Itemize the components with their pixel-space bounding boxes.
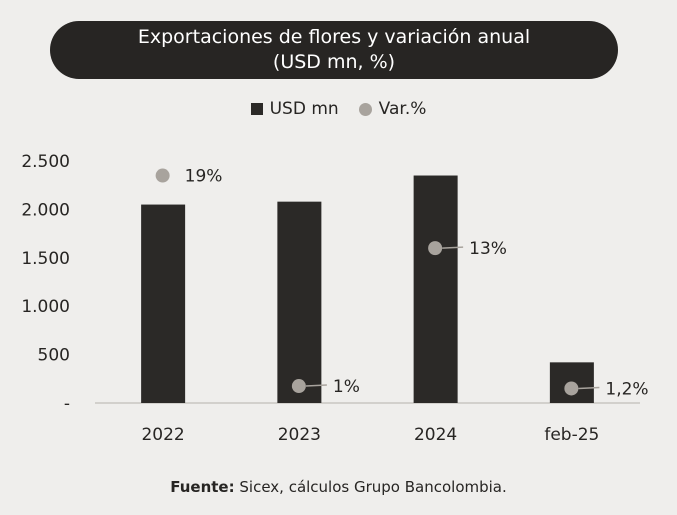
var-data-label: 1,2%: [605, 379, 648, 399]
var-leader-line: [578, 386, 600, 390]
source-label: Fuente:: [170, 478, 235, 496]
var-point-2023: [291, 379, 306, 394]
y-tick-label: 1.500: [21, 249, 70, 269]
var-data-label: 13%: [469, 239, 507, 259]
chart-legend: USD mn Var.%: [0, 99, 677, 119]
legend-swatch-dot: [358, 102, 372, 116]
chart-title: Exportaciones de flores y variación anua…: [50, 21, 618, 79]
source-note: Fuente: Sicex, cálculos Grupo Bancolombi…: [0, 478, 677, 496]
var-point-feb-25: [564, 381, 579, 396]
x-tick-label: 2024: [414, 425, 457, 445]
bar-usd-2023: [277, 201, 322, 403]
bar-usd-2024: [413, 175, 458, 403]
x-tick-label: feb-25: [544, 425, 599, 445]
chart-plot: 2.500 2.000 1.500 1.000 500 - 2022 2023 2024 feb-…: [21, 152, 648, 445]
legend-item-var: Var.%: [358, 99, 427, 119]
y-tick-label: 500: [38, 346, 70, 366]
y-tick-label: 2.000: [21, 200, 70, 220]
legend-label-var: Var.%: [378, 99, 427, 119]
var-point-2022: [155, 168, 170, 183]
chart-title-line-1: Exportaciones de flores y variación anua…: [137, 26, 531, 48]
chart-title-line-2: (USD mn, %): [272, 51, 396, 73]
bar-usd-2022: [141, 204, 186, 403]
legend-label-usd: USD mn: [269, 99, 339, 119]
x-tick-label: 2023: [278, 425, 321, 445]
var-data-label: 1%: [333, 377, 360, 397]
legend-item-usd: USD mn: [250, 99, 339, 119]
var-point-2024: [428, 241, 443, 256]
y-tick-label: 1.000: [21, 297, 70, 317]
source-text: Sicex, cálculos Grupo Bancolombia.: [234, 478, 507, 496]
var-data-label: 19%: [185, 167, 223, 187]
legend-swatch-bar: [250, 103, 263, 115]
y-tick-label: -: [64, 394, 70, 414]
x-tick-label: 2022: [141, 425, 184, 445]
var-leader-line: [305, 384, 327, 387]
var-leader-line: [442, 246, 464, 249]
y-tick-label: 2.500: [21, 152, 70, 172]
